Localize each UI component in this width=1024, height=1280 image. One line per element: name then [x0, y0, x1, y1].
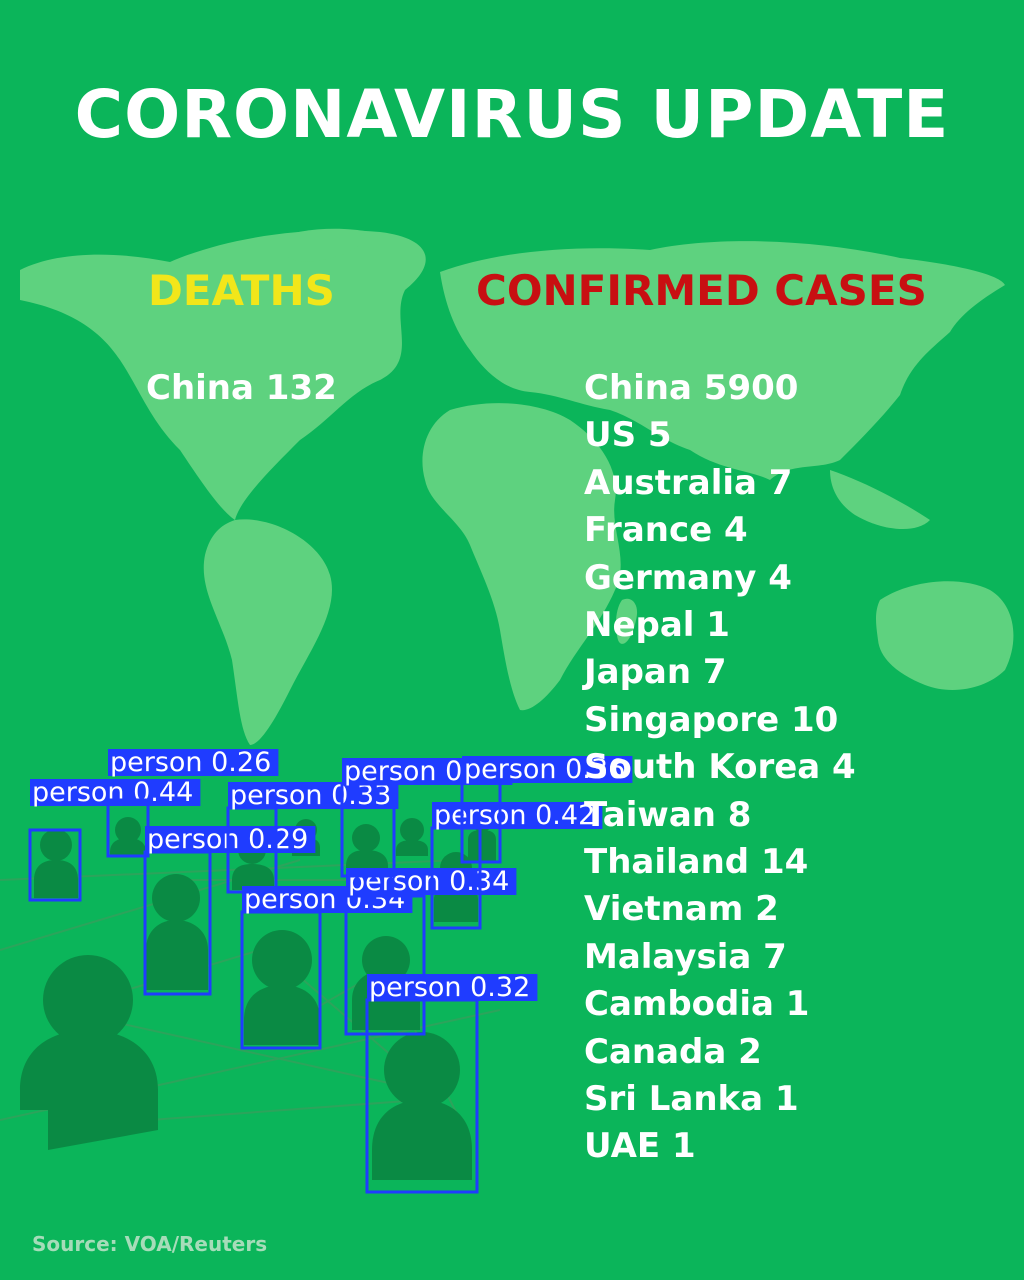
detection-label: person 0.42 [434, 800, 595, 831]
source-credit: Source: VOA/Reuters [32, 1232, 268, 1256]
confirmed-cases-row: Australia 7 [584, 462, 793, 503]
confirmed-cases-row: UAE 1 [584, 1126, 696, 1167]
europe-asia [440, 241, 1005, 480]
deaths-heading: DEATHS [148, 266, 335, 315]
confirmed-cases-row: Vietnam 2 [584, 889, 779, 930]
detection-label: person 0.36 [464, 754, 625, 785]
confirmed-cases-row: Japan 7 [584, 652, 727, 693]
detection-label-bg [108, 749, 279, 776]
confirmed-cases-row: Canada 2 [584, 1031, 762, 1072]
australia [876, 581, 1014, 690]
people-silhouettes [20, 812, 496, 1180]
detection-label: person 0.34 [348, 866, 509, 897]
detection-label-bg [462, 756, 633, 783]
confirmed-cases-row: Germany 4 [584, 557, 792, 598]
confirmed-cases-heading: CONFIRMED CASES [476, 266, 927, 315]
confirmed-cases-row: Malaysia 7 [584, 936, 787, 977]
confirmed-cases-row: France 4 [584, 510, 748, 551]
south-america [203, 519, 332, 745]
person-figure-large [20, 955, 158, 1150]
detection-label: person 0.26 [110, 747, 271, 778]
confirmed-cases-row: Nepal 1 [584, 605, 730, 645]
detection-box [344, 894, 426, 1036]
southeast-asia [830, 470, 930, 530]
africa [422, 403, 621, 711]
detection-label: person 0.32 [369, 972, 530, 1003]
detection-label: person 0.44 [32, 777, 193, 808]
detection-label-bg [228, 782, 399, 809]
confirmed-cases-row: China 5900 [584, 368, 799, 408]
deaths-row: China 132 [146, 368, 337, 408]
detection-label-bg [367, 974, 538, 1001]
madagascar [615, 598, 638, 644]
world-map [20, 228, 1014, 745]
detection-box [28, 828, 82, 902]
confirmed-cases-row: Taiwan 8 [584, 794, 752, 835]
greenland [270, 228, 370, 262]
confirmed-cases-row: Cambodia 1 [584, 984, 810, 1025]
confirmed-cases-row: Singapore 10 [584, 699, 839, 740]
confirmed-cases-row: Sri Lanka 1 [584, 1079, 799, 1119]
confirmed-cases-row: Thailand 14 [584, 842, 809, 882]
confirmed-cases-row: US 5 [584, 415, 672, 456]
page-title: CORONAVIRUS UPDATE [74, 76, 950, 153]
detection-label-bg [145, 826, 316, 853]
north-america [20, 230, 426, 521]
confirmed-cases-row: South Korea 4 [584, 747, 856, 788]
detection-label-bg [432, 802, 603, 829]
